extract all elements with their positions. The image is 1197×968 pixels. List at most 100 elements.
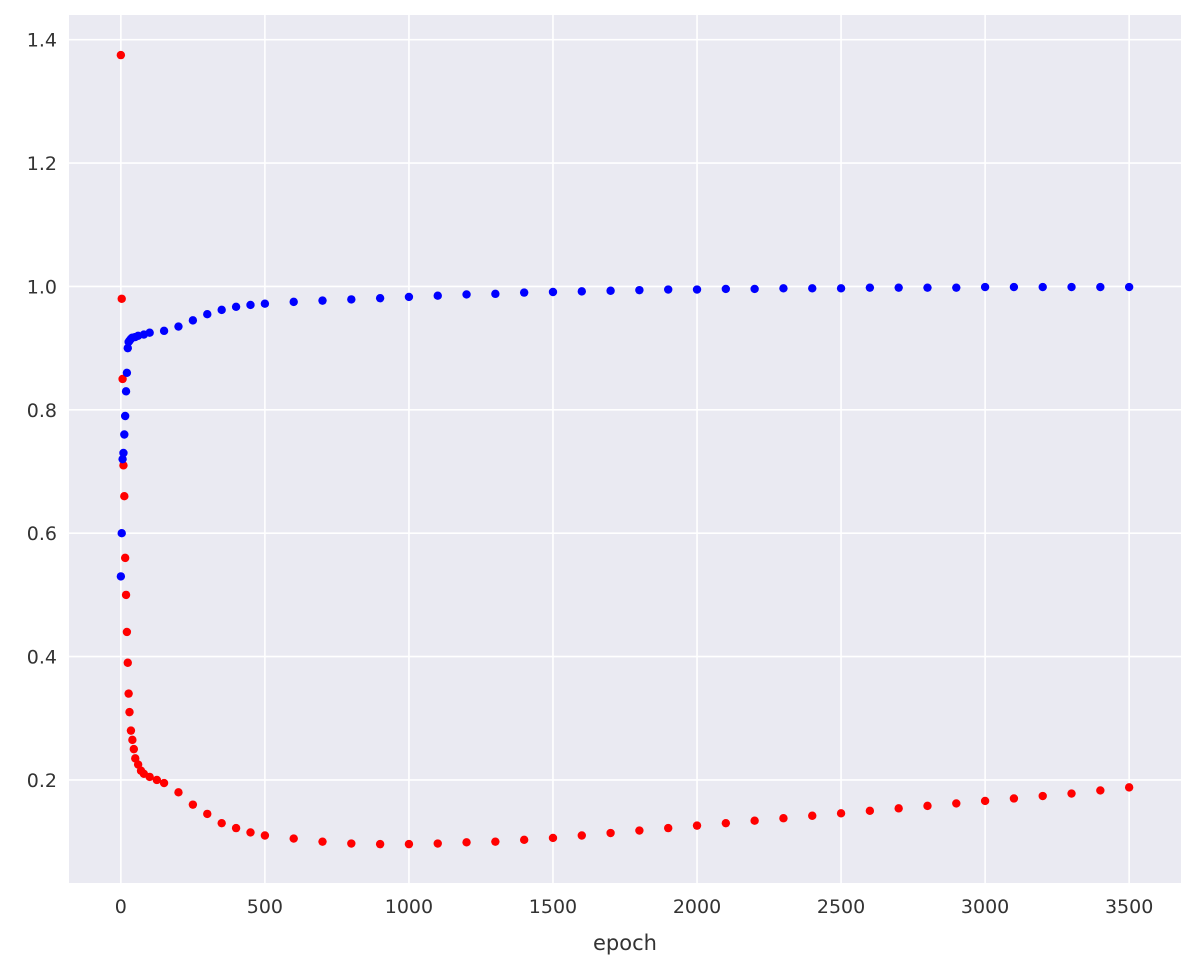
data-point [174, 322, 183, 331]
data-point [1124, 282, 1134, 292]
series-0 [116, 50, 1134, 849]
data-point [203, 809, 212, 819]
data-point [606, 828, 615, 838]
data-point [117, 529, 126, 538]
x-tick-label: 1500 [529, 896, 577, 918]
data-point [721, 284, 731, 294]
data-point [1038, 791, 1047, 801]
data-point [404, 839, 414, 849]
series-layer [116, 50, 1134, 849]
data-point [577, 831, 586, 840]
y-tick-label: 1.4 [27, 30, 57, 52]
data-point [318, 296, 327, 305]
data-point [980, 282, 990, 292]
data-point [1009, 282, 1019, 292]
data-point [462, 290, 471, 299]
data-point [347, 839, 356, 848]
x-axis-ticks: 0 500 1000 1500 2000 2500 3000 3500 [115, 896, 1154, 918]
data-point [433, 839, 442, 848]
data-point [121, 590, 131, 600]
data-point [606, 286, 615, 295]
data-point [231, 302, 241, 312]
data-point [1038, 282, 1047, 292]
data-point [952, 799, 961, 808]
data-point [260, 299, 270, 308]
data-point [750, 284, 759, 294]
x-tick-label: 0 [115, 896, 127, 918]
data-point [129, 744, 139, 754]
data-point [664, 285, 673, 294]
data-point [1096, 786, 1105, 795]
x-axis-label: epoch [593, 931, 657, 955]
data-point [808, 811, 817, 820]
data-point [217, 305, 226, 315]
data-point [121, 387, 131, 396]
data-point [120, 491, 129, 501]
x-tick-label: 1000 [385, 896, 433, 918]
data-point [116, 572, 126, 581]
data-point [145, 328, 154, 337]
data-point [122, 627, 132, 637]
y-tick-label: 1.2 [27, 153, 57, 175]
data-point [865, 283, 875, 292]
data-point [433, 291, 442, 300]
x-tick-label: 3500 [1105, 896, 1153, 918]
data-point [692, 285, 702, 294]
data-point [116, 50, 126, 60]
data-point [260, 831, 270, 840]
plot-background [69, 15, 1181, 883]
data-point [145, 772, 154, 782]
data-point [120, 411, 130, 421]
data-point [159, 326, 169, 336]
data-point [246, 300, 255, 310]
data-point [289, 834, 298, 843]
data-point [188, 800, 198, 809]
data-point [491, 289, 500, 299]
data-point [217, 818, 226, 828]
data-point [125, 707, 134, 717]
data-point [980, 796, 990, 806]
y-axis-ticks: 0.2 0.4 0.6 0.8 1.0 1.2 1.4 [27, 30, 57, 792]
data-point [123, 658, 132, 667]
data-point [118, 454, 127, 464]
data-point [123, 343, 132, 353]
data-point [188, 316, 198, 325]
data-point [808, 284, 817, 293]
data-point [120, 553, 130, 563]
data-point [1096, 282, 1105, 292]
data-point [120, 430, 129, 439]
data-point [519, 288, 529, 297]
y-tick-label: 0.8 [27, 400, 57, 422]
data-point [1009, 794, 1019, 803]
data-point [318, 837, 327, 846]
data-point [289, 297, 298, 307]
data-point [664, 823, 673, 833]
data-point [1124, 783, 1134, 792]
data-point [203, 310, 212, 319]
data-point [836, 284, 846, 293]
grid [69, 15, 1181, 883]
data-point [750, 816, 759, 825]
x-tick-label: 3000 [961, 896, 1009, 918]
x-tick-label: 2500 [817, 896, 865, 918]
data-point [462, 838, 471, 847]
data-point [519, 835, 529, 845]
y-tick-label: 1.0 [27, 276, 57, 298]
data-point [122, 368, 132, 378]
data-point [152, 775, 162, 785]
data-point [246, 828, 255, 837]
data-point [347, 295, 356, 304]
data-point [548, 833, 558, 843]
data-point [721, 818, 731, 828]
data-point [119, 448, 128, 458]
data-point [124, 689, 133, 698]
data-point [635, 285, 644, 295]
x-tick-label: 500 [247, 896, 283, 918]
data-point [894, 283, 903, 292]
data-point [779, 814, 788, 823]
data-point [923, 801, 932, 811]
data-point [128, 735, 137, 745]
data-point [118, 374, 127, 384]
data-point [375, 839, 385, 849]
